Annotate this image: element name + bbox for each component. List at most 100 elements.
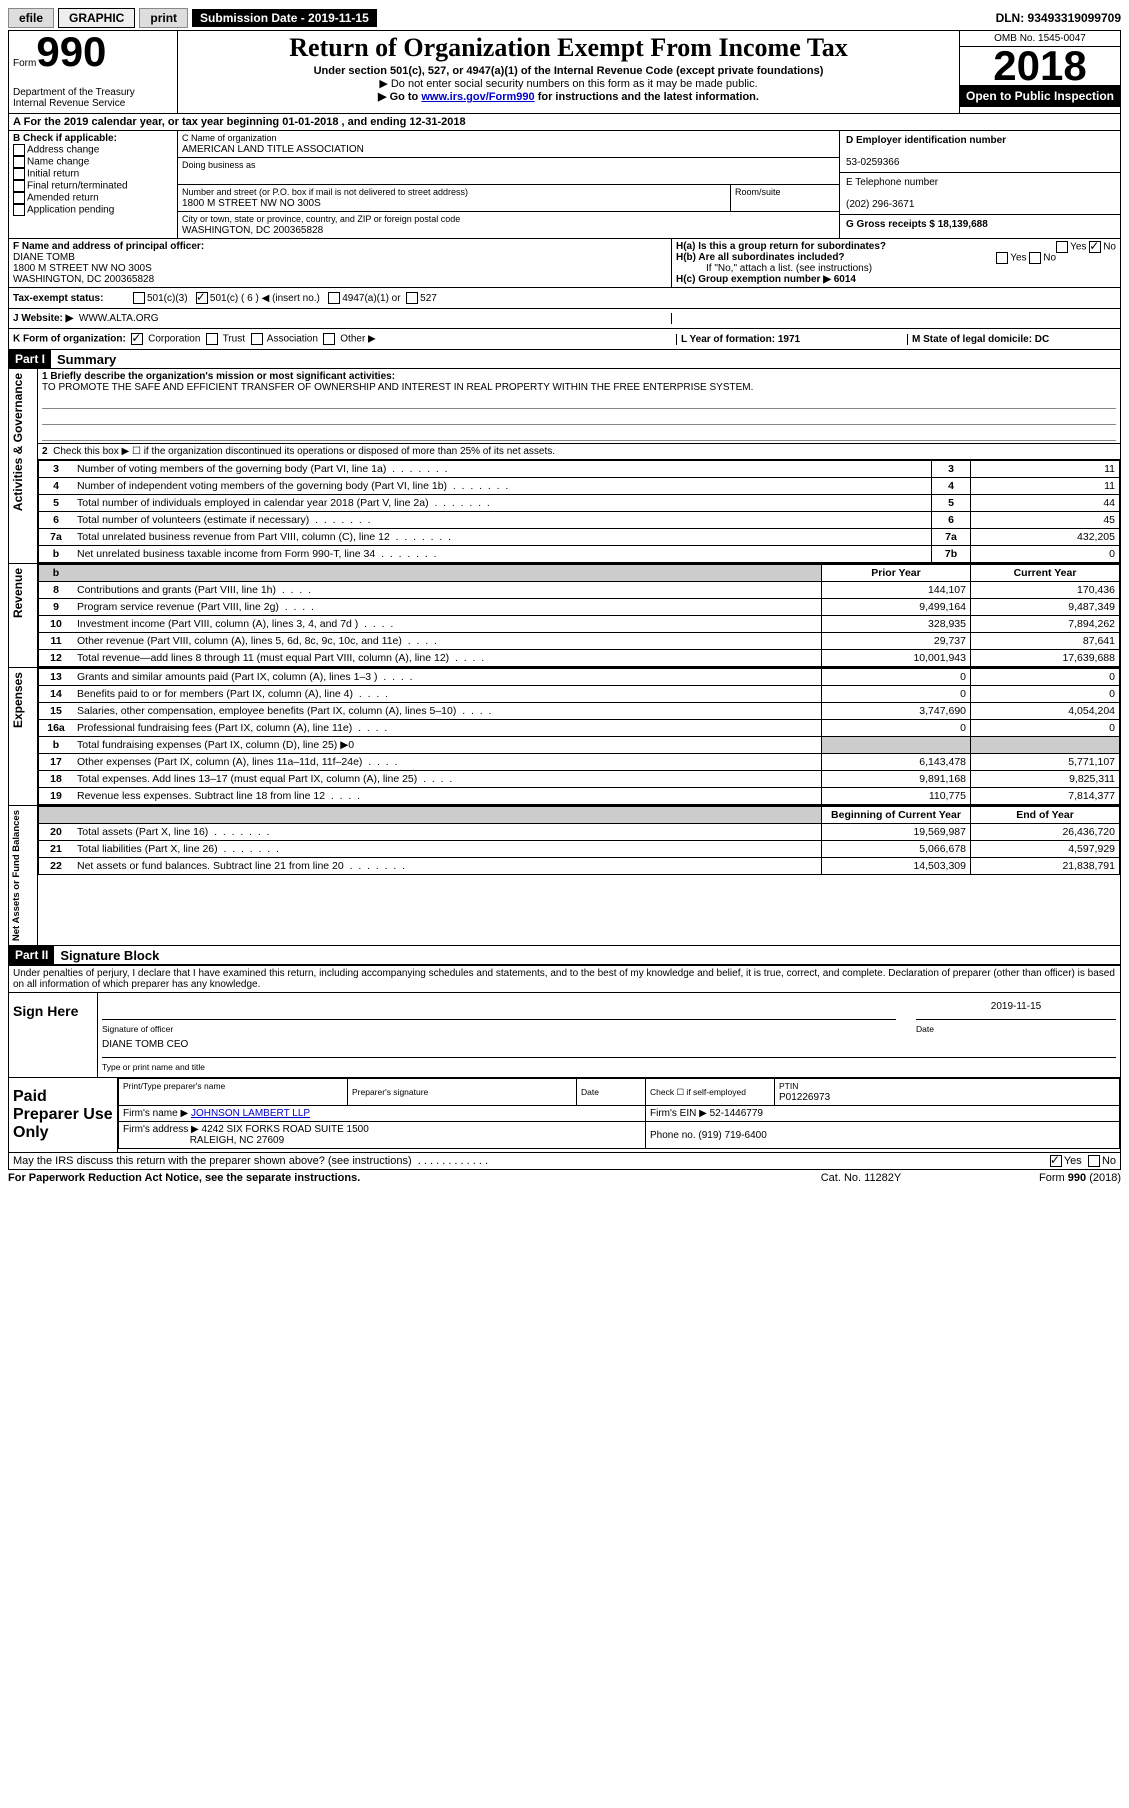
year-formation: L Year of formation: 1971	[681, 334, 800, 345]
ha-no[interactable]	[1089, 241, 1101, 253]
street-address: 1800 M STREET NW NO 300S	[182, 198, 321, 209]
graphic-button[interactable]: GRAPHIC	[58, 8, 135, 28]
subtitle-1: Under section 501(c), 527, or 4947(a)(1)…	[182, 65, 955, 77]
website-value: WWW.ALTA.ORG	[79, 313, 159, 324]
firm-phone: (919) 719-6400	[698, 1130, 766, 1141]
footer-left: For Paperwork Reduction Act Notice, see …	[8, 1172, 360, 1184]
section-b: B Check if applicable: Address change Na…	[9, 131, 178, 238]
irs-link[interactable]: www.irs.gov/Form990	[421, 91, 534, 103]
section-f: F Name and address of principal officer:…	[9, 239, 671, 287]
officer-label: F Name and address of principal officer:	[13, 241, 204, 252]
efile-label: efile	[8, 8, 54, 28]
officer-addr2: WASHINGTON, DC 200365828	[13, 274, 154, 285]
dept-treasury: Department of the Treasury	[13, 87, 173, 98]
dba-label: Doing business as	[182, 160, 256, 170]
hc-label: H(c) Group exemption number ▶ 6014	[676, 274, 856, 285]
city-value: WASHINGTON, DC 200365828	[182, 225, 323, 236]
mission-label: 1 Briefly describe the organization's mi…	[42, 371, 395, 382]
part1-badge: Part I	[9, 350, 51, 368]
checkbox-application-pending[interactable]	[13, 204, 25, 216]
dept-irs: Internal Revenue Service	[13, 98, 173, 109]
hb-yes[interactable]	[996, 252, 1008, 264]
org-name: AMERICAN LAND TITLE ASSOCIATION	[182, 144, 364, 155]
governance-side-label: Activities & Governance	[9, 369, 27, 515]
cb-4947[interactable]	[328, 292, 340, 304]
discuss-no[interactable]	[1088, 1155, 1100, 1167]
sign-date-label: Date	[916, 1024, 934, 1034]
firm-name[interactable]: JOHNSON LAMBERT LLP	[191, 1108, 310, 1119]
preparer-section: Paid Preparer Use Only Print/Type prepar…	[9, 1077, 1120, 1152]
tax-status-row: Tax-exempt status: 501(c)(3) 501(c) ( 6 …	[9, 288, 1120, 309]
cb-corp[interactable]	[131, 333, 143, 345]
state-domicile: M State of legal domicile: DC	[912, 334, 1049, 345]
mission-text: TO PROMOTE THE SAFE AND EFFICIENT TRANSF…	[42, 382, 753, 393]
form-word: Form	[13, 58, 36, 69]
tax-year: 2018	[960, 47, 1120, 85]
preparer-label: Paid Preparer Use Only	[9, 1078, 117, 1152]
form-number-cell: Form990 Department of the Treasury Inter…	[9, 31, 178, 113]
hb-no[interactable]	[1029, 252, 1041, 264]
sign-section: Sign Here Signature of officer 2019-11-1…	[9, 992, 1120, 1077]
cb-trust[interactable]	[206, 333, 218, 345]
room-label: Room/suite	[735, 187, 781, 197]
checkbox-amended-return[interactable]	[13, 192, 25, 204]
officer-name-label: Type or print name and title	[102, 1062, 205, 1072]
checkbox-final-return[interactable]	[13, 180, 25, 192]
inspection-label: Open to Public Inspection	[960, 85, 1120, 107]
title-center: Return of Organization Exempt From Incom…	[178, 31, 959, 113]
print-button[interactable]: print	[139, 8, 188, 28]
revenue-side-label: Revenue	[9, 564, 27, 622]
prep-name-label: Print/Type preparer's name	[123, 1081, 225, 1091]
cb-501c3[interactable]	[133, 292, 145, 304]
cb-527[interactable]	[406, 292, 418, 304]
phone-value: (202) 296-3671	[846, 199, 914, 210]
year-cell: OMB No. 1545-0047 2018 Open to Public In…	[959, 31, 1120, 113]
line2-text: Check this box ▶ ☐ if the organization d…	[53, 446, 555, 457]
footer-mid: Cat. No. 11282Y	[761, 1172, 961, 1184]
form-number: 990	[36, 28, 106, 75]
mission-block: 1 Briefly describe the organization's mi…	[38, 369, 1120, 444]
city-label: City or town, state or province, country…	[182, 214, 460, 224]
row-a: A For the 2019 calendar year, or tax yea…	[9, 114, 1120, 131]
part2-header: Part II Signature Block	[9, 946, 1120, 965]
tax-status-label: Tax-exempt status:	[13, 293, 103, 304]
netassets-table: Beginning of Current YearEnd of Year20To…	[38, 806, 1120, 875]
header-bar: efile GRAPHIC print Submission Date - 20…	[8, 8, 1121, 28]
checkbox-name-change[interactable]	[13, 156, 25, 168]
submission-date: Submission Date - 2019-11-15	[192, 9, 377, 27]
cb-501c[interactable]	[196, 292, 208, 304]
firm-ein: 52-1446779	[710, 1108, 763, 1119]
section-b-label: B Check if applicable:	[13, 133, 117, 144]
cb-other[interactable]	[323, 333, 335, 345]
expenses-side-label: Expenses	[9, 668, 27, 732]
main-title: Return of Organization Exempt From Incom…	[182, 33, 955, 63]
ein-label: D Employer identification number	[846, 135, 1006, 146]
netassets-side-label: Net Assets or Fund Balances	[9, 806, 24, 945]
sig-officer-label: Signature of officer	[102, 1024, 173, 1034]
cb-assoc[interactable]	[251, 333, 263, 345]
firm-addr2: RALEIGH, NC 27609	[190, 1135, 285, 1146]
checkbox-initial-return[interactable]	[13, 168, 25, 180]
website-label: J Website: ▶	[13, 313, 73, 324]
prep-sig-label: Preparer's signature	[352, 1087, 428, 1097]
dln-number: DLN: 93493319099709	[996, 11, 1121, 25]
k-row: K Form of organization: Corporation Trus…	[9, 329, 1120, 350]
section-c: C Name of organization AMERICAN LAND TIT…	[178, 131, 839, 238]
self-employed-check: Check ☐ if self-employed	[650, 1087, 746, 1097]
gross-receipts: G Gross receipts $ 18,139,688	[846, 219, 988, 230]
governance-table: 3Number of voting members of the governi…	[38, 460, 1120, 563]
form-container: Form990 Department of the Treasury Inter…	[8, 30, 1121, 1170]
prep-date-label: Date	[581, 1087, 599, 1097]
ha-yes[interactable]	[1056, 241, 1068, 253]
sign-date: 2019-11-15	[991, 1001, 1041, 1012]
section-d: D Employer identification number 53-0259…	[839, 131, 1120, 238]
hb-label: H(b) Are all subordinates included?	[676, 252, 845, 263]
sign-here-label: Sign Here	[9, 993, 97, 1077]
subtitle-2: ▶ Do not enter social security numbers o…	[182, 77, 955, 90]
hb-note: If "No," attach a list. (see instruction…	[676, 263, 1116, 274]
part1-header: Part I Summary	[9, 350, 1120, 369]
revenue-table: bPrior YearCurrent Year8Contributions an…	[38, 564, 1120, 667]
discuss-yes[interactable]	[1050, 1155, 1062, 1167]
subtitle-3: ▶ Go to www.irs.gov/Form990 for instruct…	[182, 90, 955, 103]
checkbox-address-change[interactable]	[13, 144, 25, 156]
